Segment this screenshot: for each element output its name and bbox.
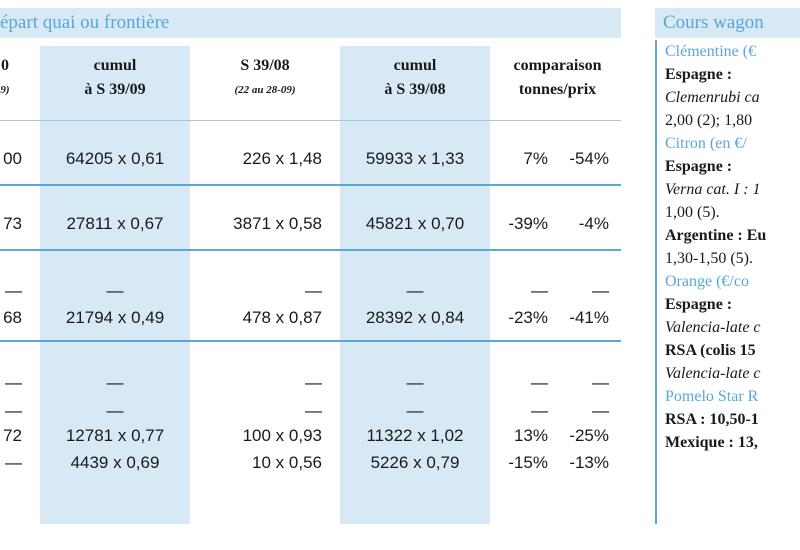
- cell-cumul-09: 4439 x 0,69: [70, 453, 160, 472]
- price-line: 1,30-1,50 (5).: [665, 250, 753, 267]
- cell-cumul-09: 64205 x 0,61: [65, 149, 165, 168]
- cell-pct-tonnes: -39%: [508, 214, 548, 233]
- product-pomelo: Pomelo Star R: [665, 388, 759, 405]
- cell-cumul-09: 21794 x 0,49: [65, 308, 165, 327]
- cell-dash: —: [406, 401, 424, 420]
- cell-cumul-09: 27811 x 0,67: [66, 214, 164, 233]
- product-clementine: Clémentine (€: [665, 43, 757, 60]
- cell-dash: —: [106, 281, 124, 300]
- country-espagne: Espagne :: [665, 296, 733, 313]
- cell-dash: —: [305, 281, 322, 300]
- cell-pct-prix: -25%: [569, 426, 609, 445]
- cell-dash: —: [592, 281, 609, 300]
- cell-dash: —: [5, 373, 22, 392]
- cell-dash: —: [406, 281, 424, 300]
- country-rsa: RSA (colis 15: [665, 342, 756, 359]
- cell-dash: —: [5, 401, 22, 420]
- price-panel: Clémentine (€ Espagne : Clemenrubi ca 2,…: [655, 40, 800, 524]
- cell-s3908: 226 x 1,48: [242, 149, 322, 168]
- shaded-column-cumul-08: [340, 46, 490, 524]
- column-header-cumul-09: cumul à S 39/09: [84, 57, 146, 98]
- row-separator: [0, 340, 621, 342]
- cell-c0: 68: [3, 308, 22, 327]
- cell-pct-tonnes: -15%: [508, 453, 548, 472]
- cell-cumul-08: 28392 x 0,84: [365, 308, 465, 327]
- variety-line: Verna cat. I : 1: [665, 181, 761, 198]
- cell-dash: —: [531, 373, 548, 392]
- cell-dash: —: [106, 373, 124, 392]
- cell-pct-prix: -4%: [578, 214, 609, 233]
- country-espagne: Espagne :: [665, 158, 733, 175]
- price-line: 2,00 (2); 1,80: [665, 112, 753, 129]
- column-header-s3908: S 39/08 (22 au 28-09): [234, 57, 296, 96]
- row-separator: [0, 184, 621, 186]
- country-argentine: Argentine : Eu: [665, 227, 767, 244]
- column-header-comparaison: comparaison tonnes/prix: [513, 57, 602, 98]
- cell-c0: 73: [3, 214, 22, 233]
- product-orange: Orange (€/co: [665, 273, 749, 290]
- cell-pct-tonnes: 7%: [523, 149, 548, 168]
- table-header-title: épart quai ou frontière: [0, 12, 170, 33]
- column-header-0: 0 9): [0, 57, 10, 96]
- header-separator: [0, 120, 621, 121]
- variety-line: Valencia-late c: [665, 319, 761, 336]
- cell-c0: 00: [3, 149, 22, 168]
- cell-s3908: 10 x 0,56: [252, 453, 322, 472]
- cell-dash: —: [592, 373, 609, 392]
- cell-dash: —: [406, 373, 424, 392]
- table-header-bar: épart quai ou frontière: [0, 8, 621, 38]
- cell-cumul-08: 45821 x 0,70: [365, 214, 465, 233]
- cell-cumul-08: 59933 x 1,33: [365, 149, 465, 168]
- cell-dash: —: [531, 401, 548, 420]
- variety-line: Clemenrubi ca: [665, 89, 760, 106]
- panel-header-bar: Cours wagon: [655, 8, 800, 38]
- cell-cumul-08: 5226 x 0,79: [370, 453, 460, 472]
- shaded-column-cumul-09: [40, 46, 190, 524]
- cell-dash: —: [5, 281, 22, 300]
- cell-dash: —: [305, 401, 322, 420]
- country-mexique: Mexique : 13,: [665, 434, 758, 451]
- price-line: 1,00 (5).: [665, 204, 720, 221]
- cell-cumul-08: 11322 x 1,02: [366, 426, 464, 445]
- country-rsa: RSA : 10,50-1: [665, 411, 759, 428]
- panel-header-title: Cours wagon: [663, 12, 764, 33]
- cell-dash: —: [106, 401, 124, 420]
- cell-pct-prix: -13%: [569, 453, 609, 472]
- cell-dash: —: [531, 281, 548, 300]
- variety-line: Valencia-late c: [665, 365, 761, 382]
- cell-pct-prix: -41%: [569, 308, 609, 327]
- cell-s3908: 100 x 0,93: [242, 426, 322, 445]
- cell-c0: 72: [3, 426, 22, 445]
- country-espagne: Espagne :: [665, 66, 733, 83]
- cell-s3908: 478 x 0,87: [242, 308, 322, 327]
- cell-cumul-09: 12781 x 0,77: [65, 426, 165, 445]
- cell-dash: —: [305, 373, 322, 392]
- cell-pct-prix: -54%: [569, 149, 609, 168]
- column-header-cumul-08: cumul à S 39/08: [384, 57, 446, 98]
- cell-pct-tonnes: 13%: [513, 426, 548, 445]
- cell-s3908: 3871 x 0,58: [233, 214, 322, 233]
- row-separator: [0, 249, 621, 251]
- cell-dash: —: [592, 401, 609, 420]
- cell-c0: —: [5, 453, 22, 472]
- product-citron: Citron (en €/: [665, 135, 747, 152]
- cell-pct-tonnes: -23%: [508, 308, 548, 327]
